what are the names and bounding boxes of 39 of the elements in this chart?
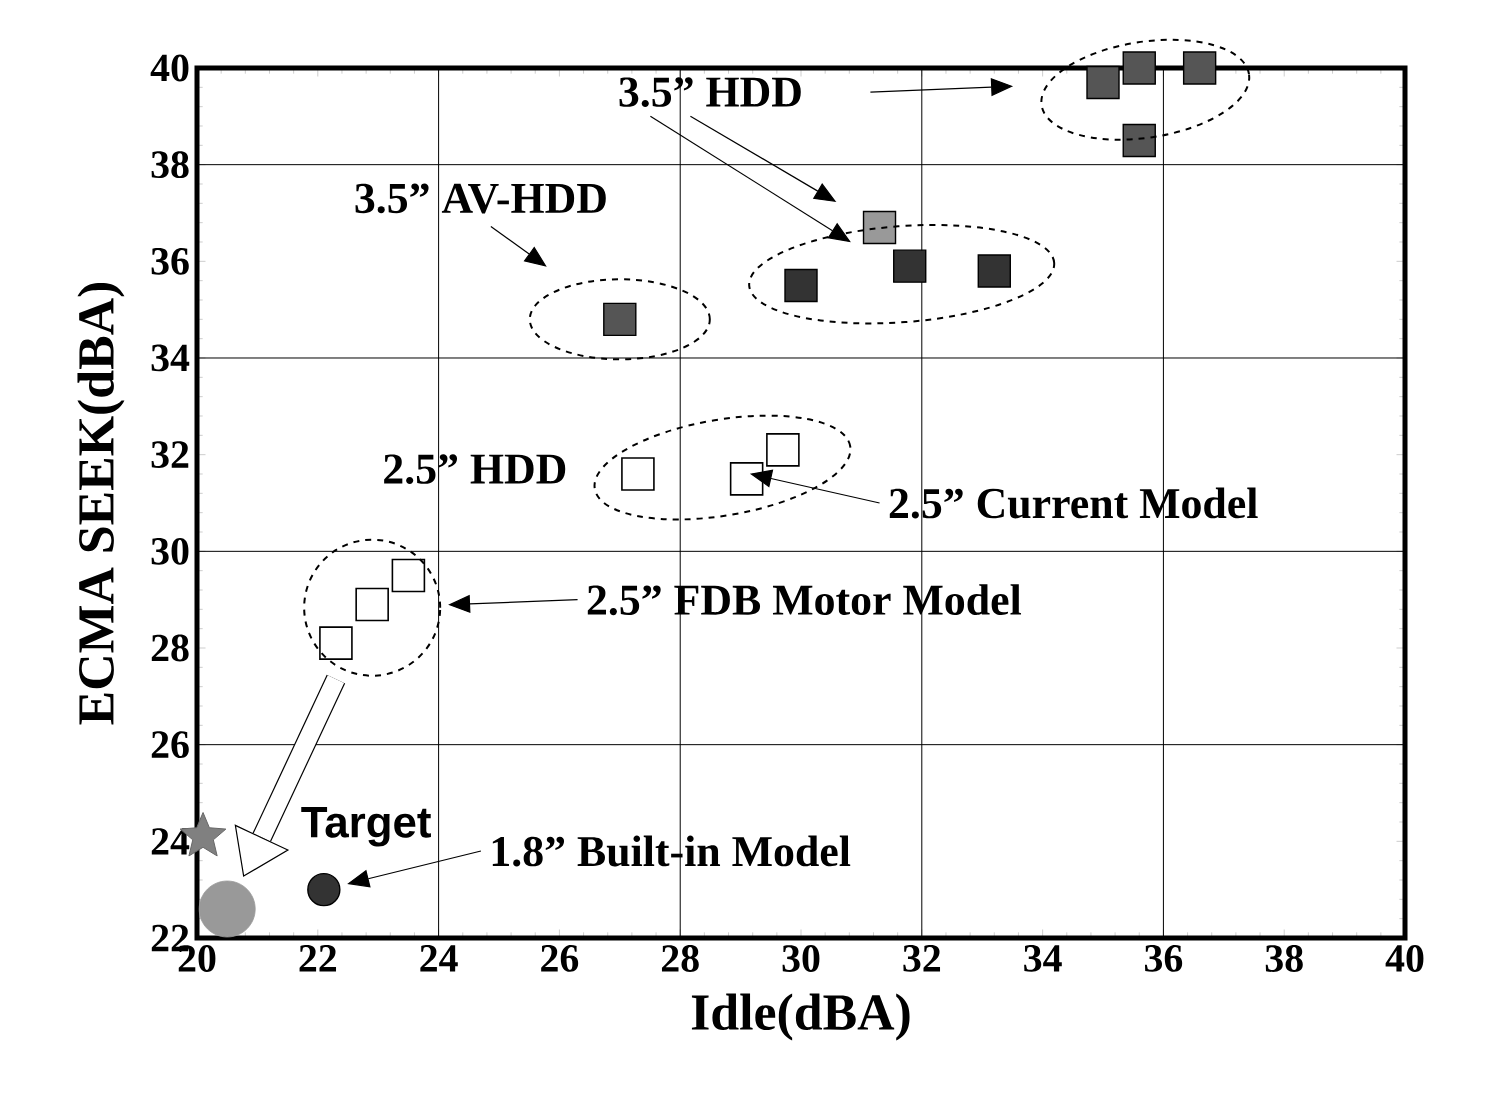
x-tick-label: 24 [420, 945, 458, 972]
y-tick-label: 38 [151, 151, 189, 179]
point [729, 462, 764, 496]
y-tick-label: 30 [151, 537, 189, 565]
x-tick-label: 30 [782, 945, 820, 972]
point [1182, 51, 1217, 85]
point [766, 433, 800, 467]
x-axis-title: Idle(dBA) [691, 993, 910, 1041]
point [1122, 123, 1156, 158]
y-tick-label: 40 [150, 54, 189, 82]
point [1086, 65, 1120, 100]
point [893, 249, 927, 283]
point [1122, 51, 1156, 85]
annotation: Target [301, 807, 431, 847]
annotation: 3.5” AV-HDD [355, 183, 606, 214]
point [784, 268, 818, 303]
x-tick-label: 34 [1024, 945, 1062, 972]
x-tick-label: 26 [541, 945, 579, 972]
point [621, 457, 655, 491]
point [307, 872, 341, 907]
x-tick-label: 38 [1265, 945, 1303, 972]
point [198, 880, 256, 938]
y-tick-label: 26 [151, 731, 189, 759]
y-tick-label: 36 [151, 247, 189, 275]
point [391, 558, 426, 593]
y-tick-label: 28 [151, 634, 189, 662]
y-tick-label: 34 [151, 344, 190, 372]
y-tick-label: 24 [151, 828, 190, 855]
point [862, 210, 897, 245]
point [977, 254, 1011, 288]
point [603, 302, 637, 337]
x-tick-label: 22 [299, 945, 337, 972]
x-tick-label: 40 [1385, 945, 1424, 972]
x-tick-label: 32 [903, 945, 941, 972]
y-axis-title: ECMA SEEK(dBA) [77, 282, 125, 725]
x-tick-label: 36 [1144, 945, 1183, 972]
point [319, 626, 353, 660]
y-tick-label: 32 [151, 441, 189, 469]
x-tick-label: 28 [661, 945, 699, 972]
